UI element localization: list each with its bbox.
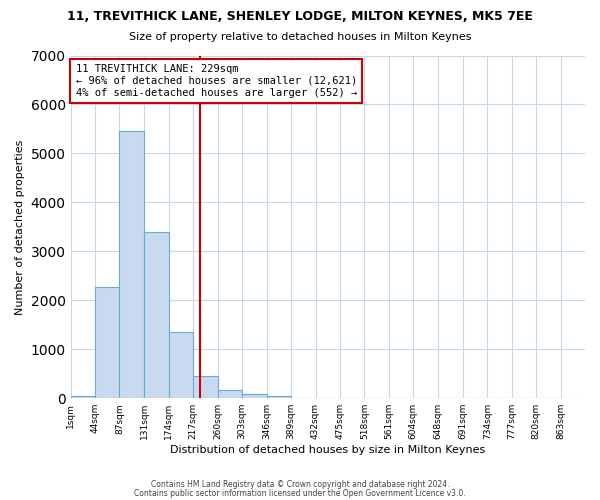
- Y-axis label: Number of detached properties: Number of detached properties: [15, 139, 25, 314]
- X-axis label: Distribution of detached houses by size in Milton Keynes: Distribution of detached houses by size …: [170, 445, 485, 455]
- Text: 11, TREVITHICK LANE, SHENLEY LODGE, MILTON KEYNES, MK5 7EE: 11, TREVITHICK LANE, SHENLEY LODGE, MILT…: [67, 10, 533, 23]
- Bar: [145, 232, 169, 398]
- Text: Contains HM Land Registry data © Crown copyright and database right 2024.: Contains HM Land Registry data © Crown c…: [151, 480, 449, 489]
- Bar: [242, 394, 266, 398]
- Bar: [119, 131, 144, 398]
- Text: 11 TREVITHICK LANE: 229sqm
← 96% of detached houses are smaller (12,621)
4% of s: 11 TREVITHICK LANE: 229sqm ← 96% of deta…: [76, 64, 357, 98]
- Text: Contains public sector information licensed under the Open Government Licence v3: Contains public sector information licen…: [134, 488, 466, 498]
- Bar: [95, 287, 119, 398]
- Bar: [193, 376, 218, 398]
- Bar: [71, 396, 95, 398]
- Bar: [218, 390, 242, 398]
- Bar: [266, 396, 291, 398]
- Text: Size of property relative to detached houses in Milton Keynes: Size of property relative to detached ho…: [129, 32, 471, 42]
- Bar: [169, 332, 193, 398]
